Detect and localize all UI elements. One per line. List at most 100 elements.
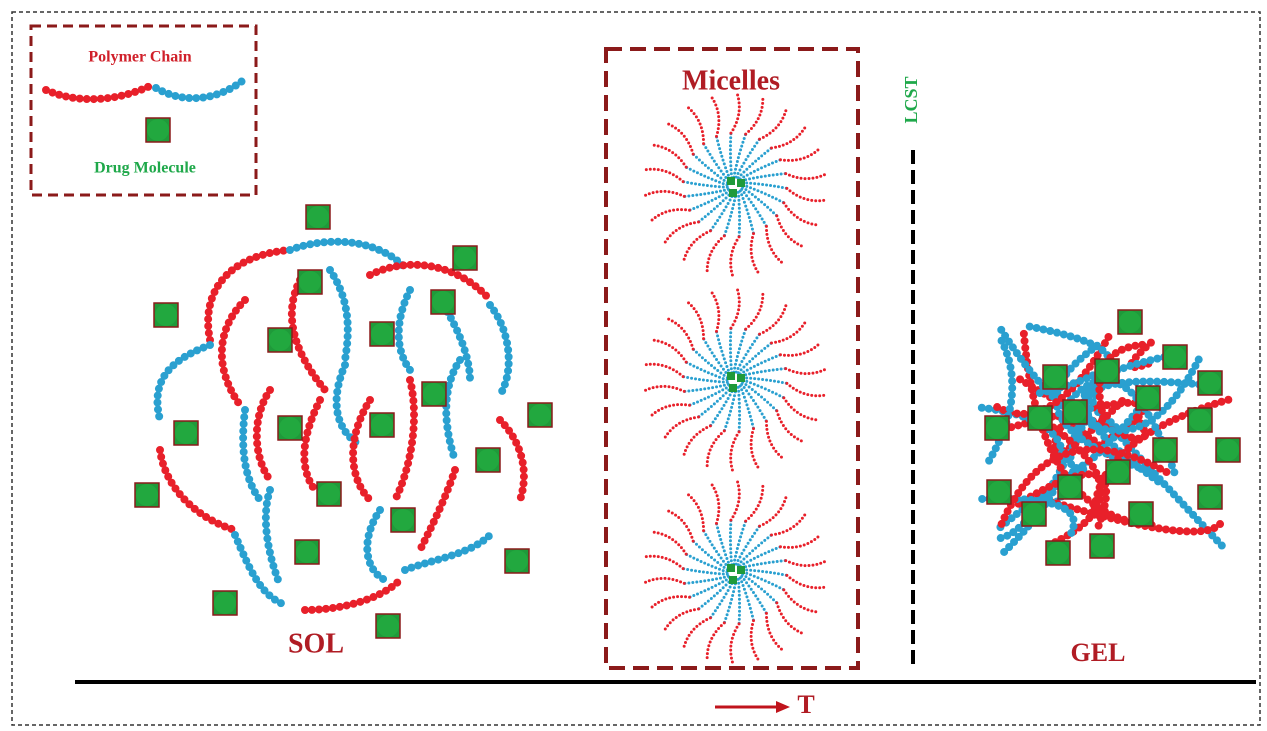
micelle-shell-arm [664, 417, 698, 439]
drug-molecule [1198, 371, 1222, 395]
drug-molecule [317, 482, 341, 506]
polymer-chain [405, 535, 490, 570]
drug-molecule [295, 540, 319, 564]
legend-drug [146, 118, 170, 142]
micelle-shell-arm [731, 480, 739, 520]
micelle-shell-arm [777, 216, 803, 247]
micelles-label: Micelles [682, 65, 780, 96]
drug-molecule [1129, 502, 1153, 526]
micelle-shell-arm [651, 210, 690, 222]
lcst-label: LCST [901, 76, 921, 123]
micelle-shell-arm [687, 302, 704, 339]
micelle-core-arm [742, 189, 767, 226]
drug-molecule [1058, 475, 1082, 499]
micelle-drug [737, 179, 745, 187]
micelle-shell-arm [766, 421, 783, 458]
drug-molecule [1216, 438, 1240, 462]
sol-label: SOL [288, 628, 344, 659]
drug-molecule [505, 549, 529, 573]
micelle-shell-arm [652, 145, 686, 167]
drug-molecule [528, 403, 552, 427]
micelle-drug [727, 372, 735, 380]
micelle-core-arm [716, 136, 729, 179]
drug-molecule [422, 382, 446, 406]
micelle-shell-arm [667, 510, 693, 541]
drug-molecule [985, 416, 1009, 440]
micelle-core-arm [716, 523, 729, 566]
micelle-shell-arm [746, 484, 763, 521]
drug-molecule [1163, 345, 1187, 369]
micelle-shell-arm [784, 398, 818, 420]
micelle-core-arm [738, 579, 739, 624]
micelle-core-arm [730, 328, 731, 373]
drug-molecule [453, 246, 477, 270]
drug-molecule [1188, 408, 1212, 432]
micelle-core-arm [742, 576, 767, 613]
micelle-shell-arm [644, 556, 683, 568]
micelle-core-arm [693, 154, 727, 183]
drug-molecule [1106, 460, 1130, 484]
micelle-drug [727, 564, 735, 572]
drug-molecule [213, 591, 237, 615]
micelle-shell-arm [746, 97, 763, 134]
micelle-shell-arm [766, 226, 783, 263]
polymer-chain [500, 420, 524, 500]
micelle-shell-arm [760, 304, 787, 334]
drug-molecule [1046, 541, 1070, 565]
legend-chain-red [46, 86, 150, 99]
drug-molecule [1118, 310, 1142, 334]
micelle-drug [737, 374, 745, 382]
micelle-core-arm [743, 574, 777, 603]
micelle-drug [729, 189, 737, 197]
legend-polymer-label: Polymer Chain [88, 49, 191, 66]
micelle-shell-arm [711, 483, 719, 523]
polymer-chain [420, 470, 455, 550]
micelle-shell-arm [731, 624, 739, 664]
micelle-shell-arm [707, 623, 724, 660]
drug-molecule [987, 480, 1011, 504]
drug-molecule [268, 328, 292, 352]
micelle-shell-arm [664, 222, 698, 244]
micelle-core-arm [738, 387, 739, 432]
drug-molecule [1153, 438, 1177, 462]
polymer-chain [367, 510, 385, 580]
micelles [644, 93, 827, 664]
polymer-chain [160, 450, 235, 530]
micelle-shell-arm [651, 405, 690, 417]
polymer-chain [490, 305, 509, 395]
micelle-shell-arm [760, 109, 787, 139]
polymer-chain [157, 345, 210, 420]
micelle-core-arm [693, 349, 727, 378]
micelle-core-arm [693, 541, 727, 570]
micelle-drug [729, 576, 737, 584]
micelle-shell-arm [780, 536, 819, 548]
drug-molecule [370, 322, 394, 346]
polymer-chain [257, 390, 270, 480]
drug-molecule [1022, 502, 1046, 526]
micelle-core-arm [730, 520, 731, 565]
drug-molecule [1090, 534, 1114, 558]
micelle-shell-arm [711, 96, 719, 136]
diagram: Polymer Chain Drug Molecule Micelles LCS… [0, 0, 1267, 731]
micelle-shell-arm [687, 494, 704, 531]
micelle-core-arm [740, 191, 753, 234]
drug-molecule [174, 421, 198, 445]
legend-drug-label: Drug Molecule [94, 160, 196, 177]
micelle-core-arm [716, 331, 729, 374]
micelle-shell-arm [787, 188, 826, 200]
micelle-shell-arm [644, 364, 683, 376]
micelle-shell-arm [786, 369, 827, 374]
polymer-chain [446, 360, 460, 460]
micelle-core-arm [704, 144, 729, 181]
micelle-shell-arm [667, 123, 693, 154]
micelle-core-arm [704, 339, 729, 376]
micelle-shell-arm [760, 496, 787, 526]
micelle-shell-arm [684, 231, 711, 261]
micelle-shell-arm [784, 590, 818, 612]
micelle-core-arm [743, 187, 777, 216]
drug-molecule [431, 290, 455, 314]
micelle-shell-arm [707, 236, 724, 273]
micelle-shell-arm [687, 107, 704, 144]
drug-molecule [298, 270, 322, 294]
micelle-shell-arm [777, 603, 803, 634]
